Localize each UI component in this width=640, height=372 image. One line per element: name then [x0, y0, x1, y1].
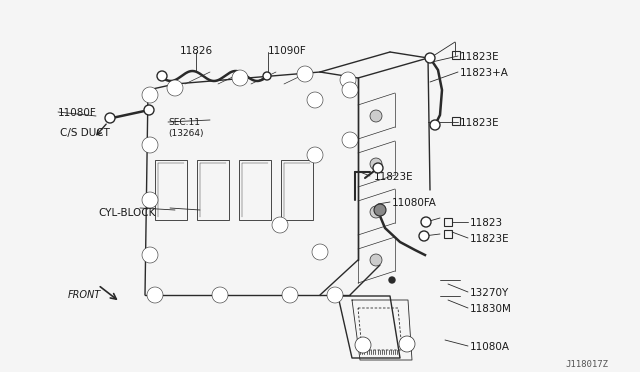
Bar: [281, 160, 313, 220]
Circle shape: [343, 75, 353, 85]
Text: J118017Z: J118017Z: [565, 360, 608, 369]
Circle shape: [145, 140, 155, 150]
Circle shape: [342, 132, 358, 148]
Circle shape: [421, 217, 431, 227]
Text: 11823: 11823: [470, 218, 503, 228]
Circle shape: [212, 287, 228, 303]
Circle shape: [345, 85, 355, 95]
Circle shape: [370, 254, 382, 266]
Bar: [239, 160, 271, 220]
Circle shape: [389, 277, 395, 283]
Circle shape: [345, 135, 355, 145]
Circle shape: [399, 336, 415, 352]
Circle shape: [142, 247, 158, 263]
Text: 11823E: 11823E: [460, 52, 500, 62]
Circle shape: [145, 90, 155, 100]
Text: 11823E: 11823E: [460, 118, 500, 128]
Circle shape: [142, 137, 158, 153]
Text: 11080F: 11080F: [58, 108, 97, 118]
Circle shape: [330, 290, 340, 300]
Text: 11823+A: 11823+A: [460, 68, 509, 78]
Circle shape: [215, 290, 225, 300]
Bar: [452, 117, 460, 125]
Circle shape: [142, 192, 158, 208]
Circle shape: [170, 83, 180, 93]
Bar: [444, 230, 452, 238]
Circle shape: [142, 87, 158, 103]
Text: 11830M: 11830M: [470, 304, 512, 314]
Circle shape: [402, 339, 412, 349]
Circle shape: [307, 147, 323, 163]
Circle shape: [327, 287, 343, 303]
Circle shape: [235, 73, 245, 83]
Text: C/S DUCT: C/S DUCT: [60, 128, 110, 138]
Circle shape: [425, 53, 435, 63]
Bar: [155, 160, 187, 220]
Circle shape: [147, 287, 163, 303]
Text: 11080FA: 11080FA: [392, 198, 437, 208]
Circle shape: [307, 92, 323, 108]
Circle shape: [358, 340, 368, 350]
Text: 11823E: 11823E: [470, 234, 509, 244]
Text: 11823E: 11823E: [374, 172, 413, 182]
Circle shape: [105, 113, 115, 123]
Circle shape: [310, 95, 320, 105]
Circle shape: [285, 290, 295, 300]
Circle shape: [272, 217, 288, 233]
Circle shape: [145, 250, 155, 260]
Text: 11090F: 11090F: [268, 46, 307, 56]
Circle shape: [310, 150, 320, 160]
Circle shape: [430, 120, 440, 130]
Bar: [452, 51, 460, 59]
Circle shape: [342, 82, 358, 98]
Circle shape: [340, 72, 356, 88]
Text: SEC.11
(13264): SEC.11 (13264): [168, 118, 204, 138]
Circle shape: [157, 71, 167, 81]
Circle shape: [312, 244, 328, 260]
Circle shape: [300, 69, 310, 79]
Circle shape: [297, 66, 313, 82]
Circle shape: [144, 105, 154, 115]
Circle shape: [167, 80, 183, 96]
Bar: [197, 160, 229, 220]
Circle shape: [374, 204, 386, 216]
Circle shape: [263, 72, 271, 80]
Circle shape: [355, 337, 371, 353]
Text: 13270Y: 13270Y: [470, 288, 509, 298]
Circle shape: [150, 290, 160, 300]
Circle shape: [370, 110, 382, 122]
Text: 11826: 11826: [179, 46, 212, 56]
Circle shape: [370, 158, 382, 170]
Circle shape: [419, 231, 429, 241]
Circle shape: [370, 206, 382, 218]
Text: FRONT: FRONT: [68, 290, 101, 300]
Bar: [444, 218, 452, 226]
Circle shape: [145, 195, 155, 205]
Text: CYL-BLOCK: CYL-BLOCK: [98, 208, 156, 218]
Circle shape: [373, 163, 383, 173]
Circle shape: [232, 70, 248, 86]
Text: 11080A: 11080A: [470, 342, 510, 352]
Circle shape: [275, 220, 285, 230]
Circle shape: [282, 287, 298, 303]
Circle shape: [315, 247, 325, 257]
